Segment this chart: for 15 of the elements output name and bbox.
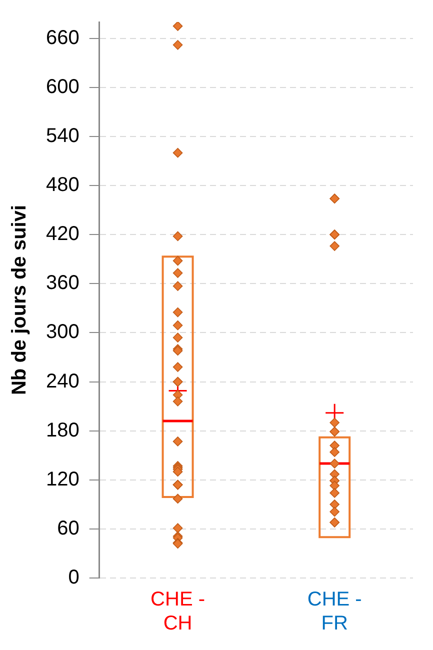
- y-tick-label: 600: [46, 76, 80, 98]
- y-tick-label: 480: [46, 174, 80, 196]
- y-tick-label: 300: [46, 321, 80, 344]
- y-tick-label: 660: [46, 26, 80, 49]
- y-tick-label: 240: [46, 370, 80, 392]
- y-tick-label: 0: [68, 566, 80, 589]
- y-tick-label: 180: [46, 419, 80, 442]
- x-tick-label: CHE - CH: [150, 588, 206, 635]
- y-tick-label: 540: [46, 124, 80, 147]
- y-tick-label: 420: [46, 223, 80, 246]
- y-axis-title: Nb de jours de suivi: [8, 204, 31, 396]
- y-tick-label: 360: [46, 272, 80, 294]
- x-tick-label: CHE - FR: [307, 588, 362, 635]
- y-tick-label: 60: [57, 517, 80, 540]
- y-tick-label: 120: [46, 468, 80, 490]
